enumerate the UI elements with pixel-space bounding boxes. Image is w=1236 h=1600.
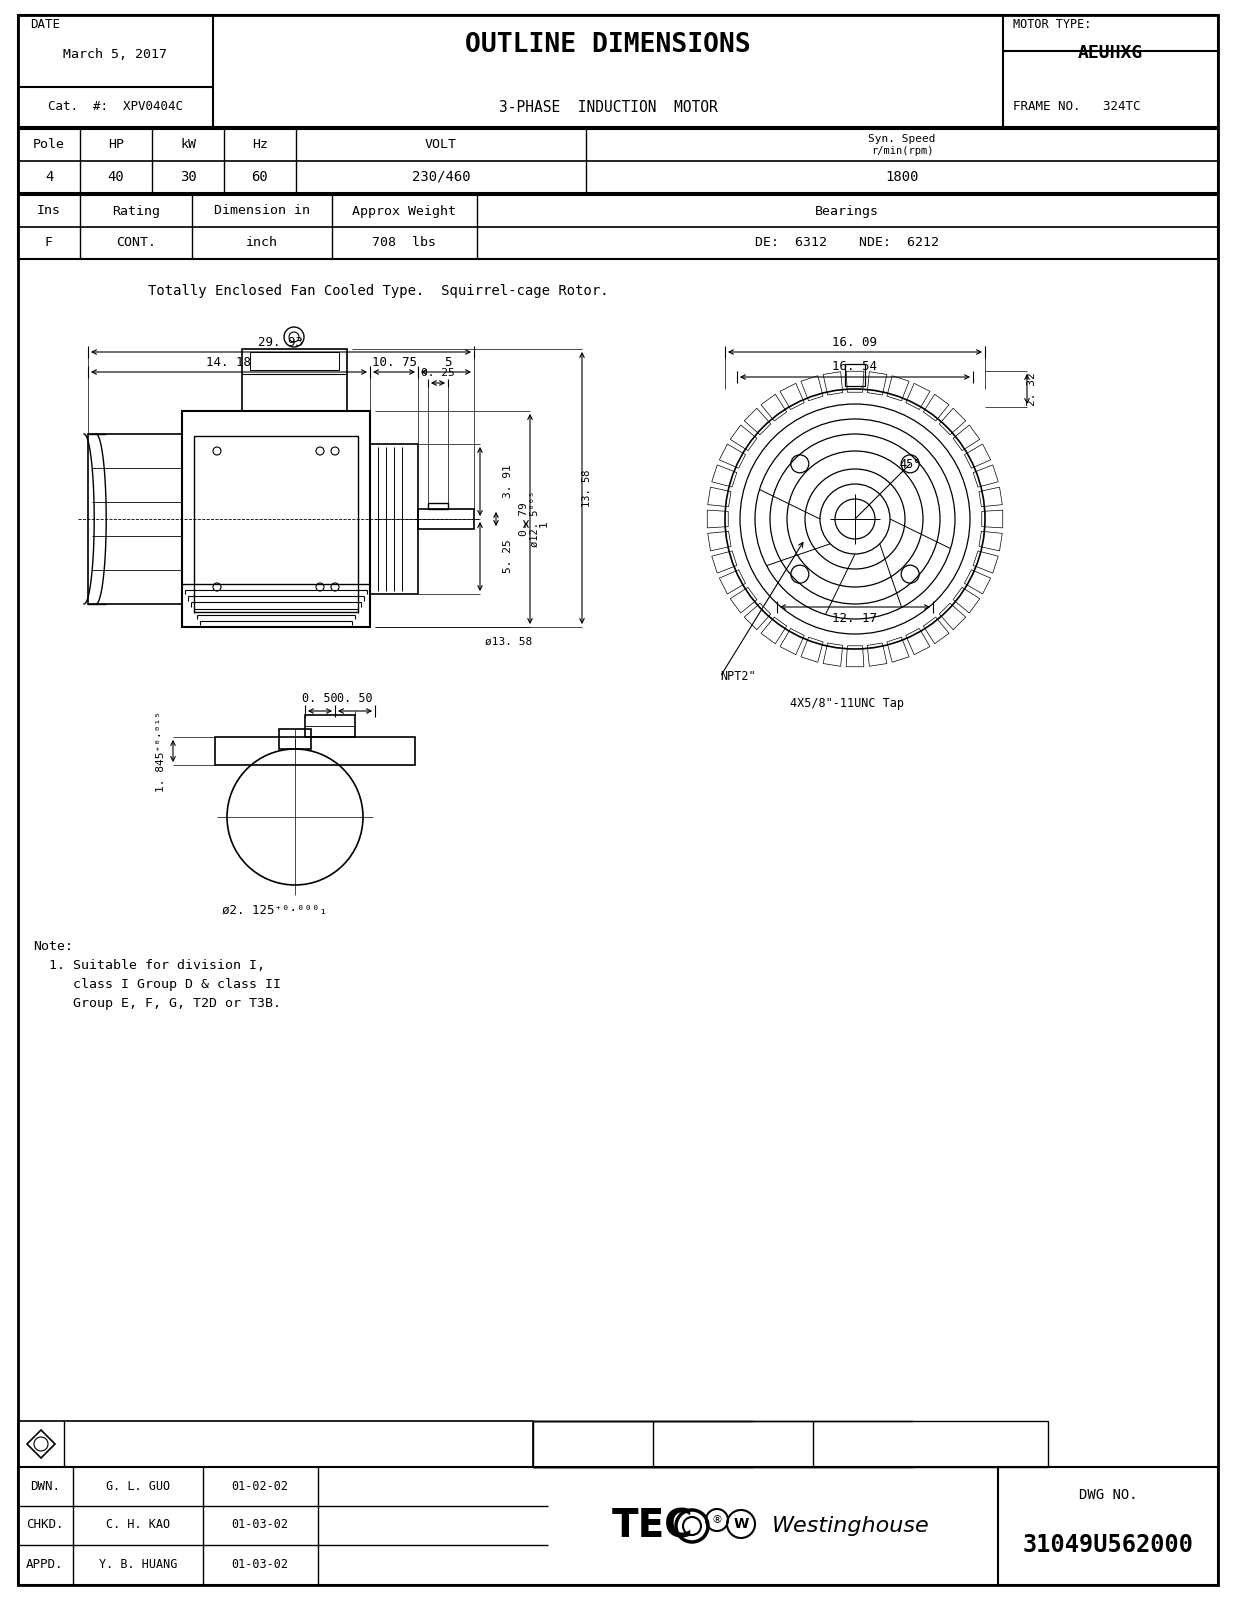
Text: Hz: Hz	[252, 139, 268, 152]
Bar	[279, 730, 311, 749]
Text: HP: HP	[108, 139, 124, 152]
Text: 5: 5	[444, 355, 451, 368]
Text: r/min(rpm): r/min(rpm)	[870, 146, 933, 157]
Bar	[19, 195, 1217, 259]
Text: class I Group D & class II: class I Group D & class II	[33, 978, 281, 990]
Text: 01-03-02: 01-03-02	[231, 1557, 288, 1571]
Text: 29. 93: 29. 93	[258, 336, 304, 349]
Text: 0. 50: 0. 50	[302, 693, 337, 706]
Text: Totally Enclosed Fan Cooled Type.  Squirrel-cage Rotor.: Totally Enclosed Fan Cooled Type. Squirr…	[148, 285, 608, 298]
Text: March 5, 2017: March 5, 2017	[63, 48, 167, 61]
Text: FRAME NO.   324TC: FRAME NO. 324TC	[1014, 101, 1141, 114]
Text: F: F	[44, 237, 53, 250]
Text: 16. 09: 16. 09	[833, 336, 878, 349]
Text: 60: 60	[252, 170, 268, 184]
Text: Rating: Rating	[112, 205, 159, 218]
Text: 40: 40	[108, 170, 125, 184]
Text: 13. 58: 13. 58	[582, 469, 592, 507]
Text: AEUHXG: AEUHXG	[1078, 43, 1142, 62]
Text: kW: kW	[180, 139, 197, 152]
Text: VOLT: VOLT	[425, 139, 457, 152]
Bar	[19, 14, 1217, 126]
Text: 1. Suitable for division I,: 1. Suitable for division I,	[33, 958, 265, 971]
Text: Dimension in: Dimension in	[214, 205, 310, 218]
Text: Syn. Speed: Syn. Speed	[868, 134, 936, 144]
Bar	[845, 365, 865, 386]
Text: OUTLINE DIMENSIONS: OUTLINE DIMENSIONS	[465, 32, 751, 58]
Text: TEC: TEC	[612, 1507, 693, 1546]
Text: 16. 54: 16. 54	[833, 360, 878, 373]
Text: DWG NO.: DWG NO.	[1079, 1488, 1137, 1502]
Text: DATE: DATE	[30, 19, 61, 32]
Text: ®: ®	[712, 1515, 723, 1525]
Text: 14. 18: 14. 18	[206, 355, 251, 368]
Bar	[370, 443, 418, 594]
Bar	[19, 130, 1217, 194]
Text: Y. B. HUANG: Y. B. HUANG	[99, 1557, 177, 1571]
Text: ø13. 58: ø13. 58	[485, 637, 533, 646]
Text: C. H. KAO: C. H. KAO	[106, 1518, 171, 1531]
Bar	[88, 434, 182, 603]
Text: 4: 4	[44, 170, 53, 184]
Text: 10. 75: 10. 75	[372, 355, 417, 368]
Text: 0. 79: 0. 79	[519, 502, 529, 536]
Text: DWN.: DWN.	[30, 1480, 61, 1493]
Bar	[418, 509, 473, 530]
Text: 3-PHASE  INDUCTION  MOTOR: 3-PHASE INDUCTION MOTOR	[498, 99, 717, 115]
Text: Cat.  #:  XPV0404C: Cat. #: XPV0404C	[47, 101, 183, 114]
Bar	[305, 715, 355, 738]
Text: W: W	[733, 1517, 749, 1531]
Text: CONT.: CONT.	[116, 237, 156, 250]
Text: 31049U562000: 31049U562000	[1022, 1533, 1194, 1557]
Text: APPD.: APPD.	[26, 1557, 64, 1571]
Text: Approx Weight: Approx Weight	[352, 205, 456, 218]
Text: 45°: 45°	[900, 458, 921, 470]
Text: 1800: 1800	[885, 170, 918, 184]
Text: 1: 1	[539, 520, 549, 528]
Text: Westinghouse: Westinghouse	[772, 1517, 929, 1536]
Bar	[194, 435, 358, 611]
Text: 01-03-02: 01-03-02	[231, 1518, 288, 1531]
Text: ø2. 125⁺⁰·⁰⁰⁰₁: ø2. 125⁺⁰·⁰⁰⁰₁	[222, 904, 328, 917]
Bar	[533, 1421, 1048, 1467]
Text: Group E, F, G, T2D or T3B.: Group E, F, G, T2D or T3B.	[33, 997, 281, 1010]
Text: 01-02-02: 01-02-02	[231, 1480, 288, 1493]
Bar	[428, 502, 447, 509]
Text: 12. 17: 12. 17	[833, 613, 878, 626]
Text: Bearings: Bearings	[815, 205, 879, 218]
Text: Note:: Note:	[33, 939, 73, 954]
Bar	[182, 411, 370, 627]
Text: 0. 25: 0. 25	[421, 368, 455, 378]
Text: G. L. GUO: G. L. GUO	[106, 1480, 171, 1493]
Bar	[250, 352, 339, 370]
Bar	[215, 738, 415, 765]
Text: 4X5/8"-11UNC Tap: 4X5/8"-11UNC Tap	[790, 698, 904, 710]
Text: 30: 30	[179, 170, 197, 184]
Bar	[242, 349, 347, 411]
Text: inch: inch	[246, 237, 278, 250]
Text: NPT2": NPT2"	[721, 670, 755, 683]
Text: MOTOR TYPE:: MOTOR TYPE:	[1014, 19, 1091, 32]
Text: 708  lbs: 708 lbs	[372, 237, 436, 250]
Text: 230/460: 230/460	[412, 170, 471, 184]
Text: 5. 25: 5. 25	[503, 539, 513, 573]
Text: Ins: Ins	[37, 205, 61, 218]
Text: DE:  6312    NDE:  6212: DE: 6312 NDE: 6212	[755, 237, 939, 250]
Text: 3. 91: 3. 91	[503, 464, 513, 498]
Bar	[19, 1467, 1217, 1586]
Bar	[19, 1421, 533, 1467]
Text: CHKD.: CHKD.	[26, 1518, 64, 1531]
Text: ø12. 5⁰⁰⁵: ø12. 5⁰⁰⁵	[530, 491, 540, 547]
Text: 1. 845⁺⁰·⁰¹⁵: 1. 845⁺⁰·⁰¹⁵	[156, 710, 166, 792]
Text: Pole: Pole	[33, 139, 66, 152]
Text: 2. 32: 2. 32	[1027, 373, 1037, 406]
Text: 0. 50: 0. 50	[337, 693, 373, 706]
